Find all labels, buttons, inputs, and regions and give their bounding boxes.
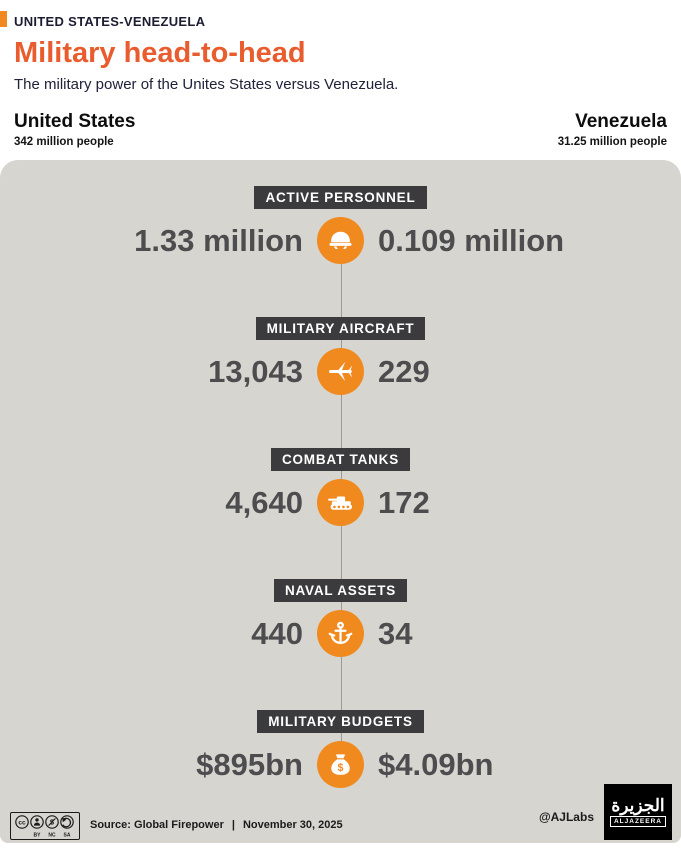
venezuela-value: 34 (378, 615, 413, 651)
svg-text:SA: SA (64, 833, 71, 839)
us-value: 440 (251, 615, 303, 651)
us-population: 342 million people (14, 136, 114, 149)
tank-icon (317, 479, 364, 527)
aljazeera-arabic-calligraphy: الجزيرة (611, 796, 665, 815)
venezuela-population: 31.25 million people (557, 136, 667, 149)
aljazeera-logo: الجزيرة ALJAZEERA (604, 784, 672, 840)
venezuela-value: $4.09bn (378, 746, 494, 782)
us-value: 4,640 (225, 484, 303, 520)
comparison-panel: ACTIVE PERSONNEL 1.33 million 0.109 mill… (0, 160, 681, 843)
svg-text:$: $ (338, 762, 344, 774)
svg-text:NC: NC (48, 833, 56, 839)
venezuela-name: Venezuela (575, 111, 667, 133)
separator: | (231, 819, 235, 831)
infographic-header: UNITED STATES-VENEZUELA Military head-to… (0, 0, 681, 161)
us-value: $895bn (196, 746, 303, 782)
stat-row: $895bn $ $4.09bn (0, 741, 681, 789)
stat-row: 13,043 229 (0, 348, 681, 396)
venezuela-value: 172 (378, 484, 430, 520)
section-military-aircraft: MILITARY AIRCRAFT 13,043 229 (0, 317, 681, 396)
section-military-budgets: MILITARY BUDGETS $895bn $ $4.09bn (0, 710, 681, 789)
fighter-jet-icon (317, 348, 364, 396)
stat-row: 440 34 (0, 610, 681, 658)
section-label: MILITARY AIRCRAFT (255, 317, 426, 341)
cc-license-badge: cc $ BY NC SA (10, 812, 80, 840)
footer-source-group: cc $ BY NC SA Source: Global Firepower | N… (10, 812, 343, 840)
subtitle: The military power of the Unites States … (14, 76, 399, 94)
section-label: ACTIVE PERSONNEL (254, 186, 427, 210)
country-united-states: United States 342 million people (14, 111, 135, 148)
date-text: November 30, 2025 (242, 819, 343, 831)
section-combat-tanks: COMBAT TANKS 4,640 172 (0, 448, 681, 527)
footer: cc $ BY NC SA Source: Global Firepower | N… (10, 784, 672, 840)
aljazeera-wordmark: ALJAZEERA (609, 816, 666, 827)
section-naval-assets: NAVAL ASSETS 440 34 (0, 579, 681, 658)
section-label: COMBAT TANKS (270, 448, 411, 472)
us-name: United States (14, 111, 136, 133)
kicker: UNITED STATES-VENEZUELA (14, 14, 206, 29)
section-active-personnel: ACTIVE PERSONNEL 1.33 million 0.109 mill… (0, 186, 681, 265)
helmet-icon (317, 217, 364, 265)
money-bag-icon: $ (317, 741, 364, 789)
venezuela-value: 0.109 million (378, 222, 565, 258)
us-value: 13,043 (208, 353, 303, 389)
source-line: Source: Global Firepower | November 30, 20… (90, 819, 343, 833)
svg-text:cc: cc (18, 820, 26, 827)
stat-row: 4,640 172 (0, 479, 681, 527)
section-label: MILITARY BUDGETS (257, 710, 424, 734)
stat-row: 1.33 million 0.109 million (0, 217, 681, 265)
section-label: NAVAL ASSETS (273, 579, 408, 603)
countries-row: United States 342 million people Venezue… (14, 111, 667, 148)
country-venezuela: Venezuela 31.25 million people (558, 111, 667, 148)
page-title: Military head-to-head (14, 37, 306, 69)
credit-handle: @AJLabs (538, 810, 594, 824)
source-text: Source: Global Firepower (90, 819, 224, 831)
venezuela-value: 229 (378, 353, 430, 389)
svg-text:BY: BY (34, 833, 42, 839)
anchor-icon (317, 610, 364, 658)
corner-accent-mark (0, 11, 7, 27)
us-value: 1.33 million (134, 222, 303, 258)
footer-credit-group: @AJLabs الجزيرة ALJAZEERA (539, 784, 672, 840)
